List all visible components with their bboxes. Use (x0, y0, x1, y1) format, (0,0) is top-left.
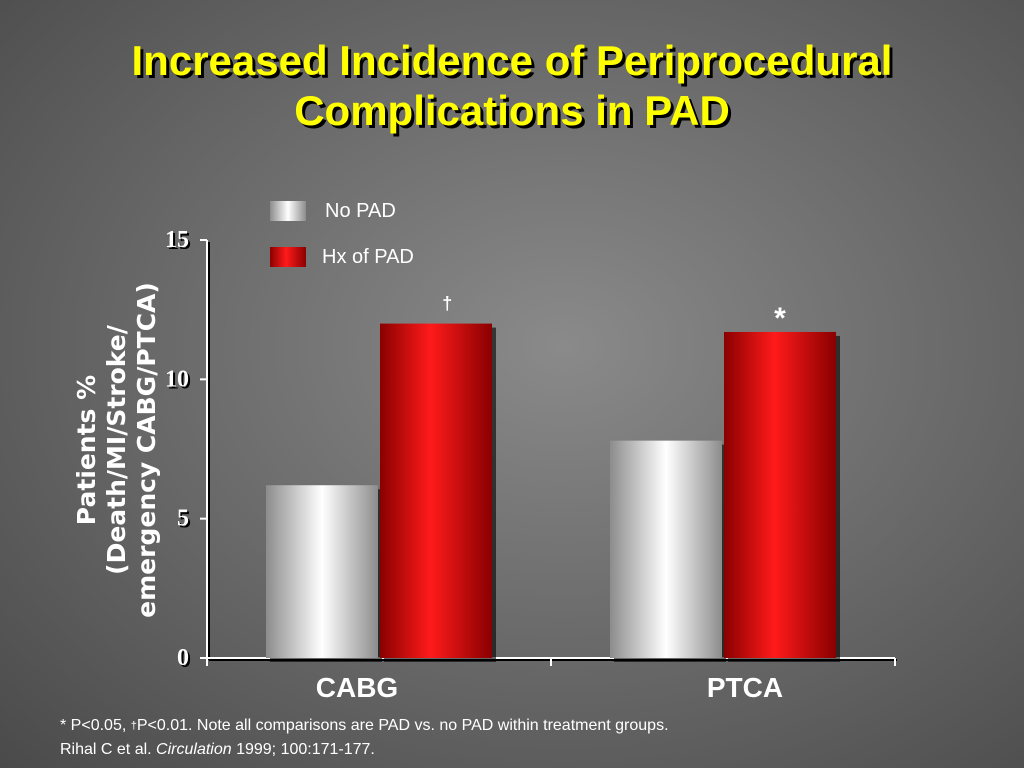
footnote: * P<0.05, †P<0.01. Note all comparisons … (60, 714, 669, 762)
x-category-label: PTCA (707, 672, 783, 703)
footnote-significance: * P<0.05, †P<0.01. Note all comparisons … (60, 714, 669, 738)
bar-cabg-hx-of-pad (380, 323, 492, 658)
y-tick-label-shadow: 15 (167, 229, 191, 255)
y-axis-label-line-2: (Death/MI/Stroke/ (102, 324, 131, 575)
y-tick-label: 0 (177, 645, 189, 671)
y-axis-label: Patients % (Death/MI/Stroke/ emergency C… (72, 282, 161, 618)
y-axis-label-line-3: emergency CABG/PTCA) (132, 282, 161, 618)
legend-label: No PAD (325, 200, 396, 222)
legend-label: Hx of PAD (322, 246, 414, 268)
slide-title: Increased Incidence of Periprocedural Co… (60, 36, 964, 136)
footnote-part1: P<0.05, (66, 717, 131, 734)
footnote-dagger: † (130, 720, 137, 732)
footnote-citation: Rihal C et al. Circulation 1999; 100:171… (60, 738, 669, 762)
y-tick-label: 5 (177, 506, 189, 532)
bar-ptca-no-pad (610, 440, 722, 658)
x-category-label: CABG (316, 672, 398, 703)
significance-marker: * (774, 302, 786, 335)
labels: CABG PTCA † * (316, 294, 786, 703)
bar-ptca-hx-of-pad (724, 331, 836, 658)
y-tick-label: 15 (165, 227, 189, 253)
footnote-part2: P<0.01. Note all comparisons are PAD vs.… (136, 717, 669, 734)
legend-swatch (270, 201, 306, 221)
footnote-star: * (60, 717, 67, 734)
y-tick-label-shadow: 10 (167, 368, 191, 394)
legend-swatch (270, 247, 306, 267)
y-axis-label-line-1: Patients % (72, 375, 101, 525)
y-tick-label-shadow: 5 (179, 508, 191, 534)
y-tick-label: 10 (165, 366, 189, 392)
legend: No PAD Hx of PAD (270, 200, 414, 268)
significance-marker: † (442, 294, 452, 314)
title-line-1: Increased Incidence of Periprocedural (131, 37, 893, 84)
citation-journal: Circulation (156, 741, 232, 758)
y-tick-label-shadow: 0 (179, 647, 191, 673)
citation-authors: Rihal C et al. (60, 741, 157, 758)
citation-details: 1999; 100:171-177. (231, 741, 375, 758)
title-line-2: Complications in PAD (294, 87, 730, 134)
bar-cabg-no-pad (266, 485, 378, 658)
bars (266, 323, 840, 662)
